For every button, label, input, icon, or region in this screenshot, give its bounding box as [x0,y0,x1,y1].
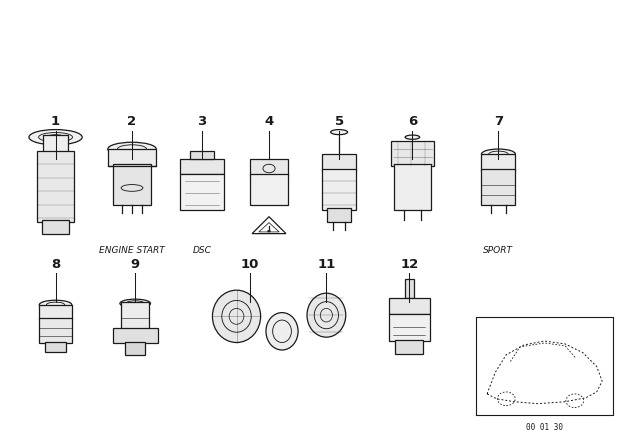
Ellipse shape [29,129,82,145]
Text: 5: 5 [335,115,344,128]
Text: 4: 4 [264,115,274,128]
Ellipse shape [266,313,298,350]
Polygon shape [180,159,224,174]
Text: 1: 1 [51,115,60,128]
Ellipse shape [405,135,420,139]
Ellipse shape [481,149,515,159]
Bar [39,318,72,343]
Bar [390,141,434,166]
Text: ENGINE START: ENGINE START [99,246,165,255]
Text: 10: 10 [241,258,259,271]
Bar [113,327,157,343]
Bar [396,340,423,354]
Bar [394,164,431,210]
Text: 6: 6 [408,115,417,128]
Bar [39,305,72,319]
Bar [250,159,289,176]
Polygon shape [180,174,224,210]
Text: 3: 3 [198,115,207,128]
Ellipse shape [307,293,346,337]
Text: 8: 8 [51,258,60,271]
Bar [190,151,214,159]
Polygon shape [388,314,430,341]
Text: 2: 2 [127,115,136,128]
Bar [45,342,66,352]
Ellipse shape [39,300,72,310]
Bar [121,302,150,329]
Text: 00 01 30: 00 01 30 [526,423,563,432]
Text: 7: 7 [494,115,503,128]
Bar [42,220,69,233]
Ellipse shape [120,299,150,308]
Text: 11: 11 [317,258,335,271]
Bar [44,135,68,152]
Bar [327,208,351,222]
Bar [113,164,152,205]
Bar [481,169,515,205]
Ellipse shape [212,290,260,343]
Text: DSC: DSC [193,246,212,255]
Bar [125,342,145,355]
Ellipse shape [108,142,156,156]
Bar [322,169,356,210]
Bar [404,279,414,298]
Text: 9: 9 [131,258,140,271]
Text: SPORT: SPORT [483,246,513,255]
Bar [37,151,74,222]
Bar [250,174,289,205]
Polygon shape [388,298,430,314]
Ellipse shape [331,129,348,135]
Bar [481,154,515,171]
Circle shape [268,230,271,232]
Bar [108,149,156,166]
Bar [322,154,356,171]
Text: 12: 12 [400,258,419,271]
